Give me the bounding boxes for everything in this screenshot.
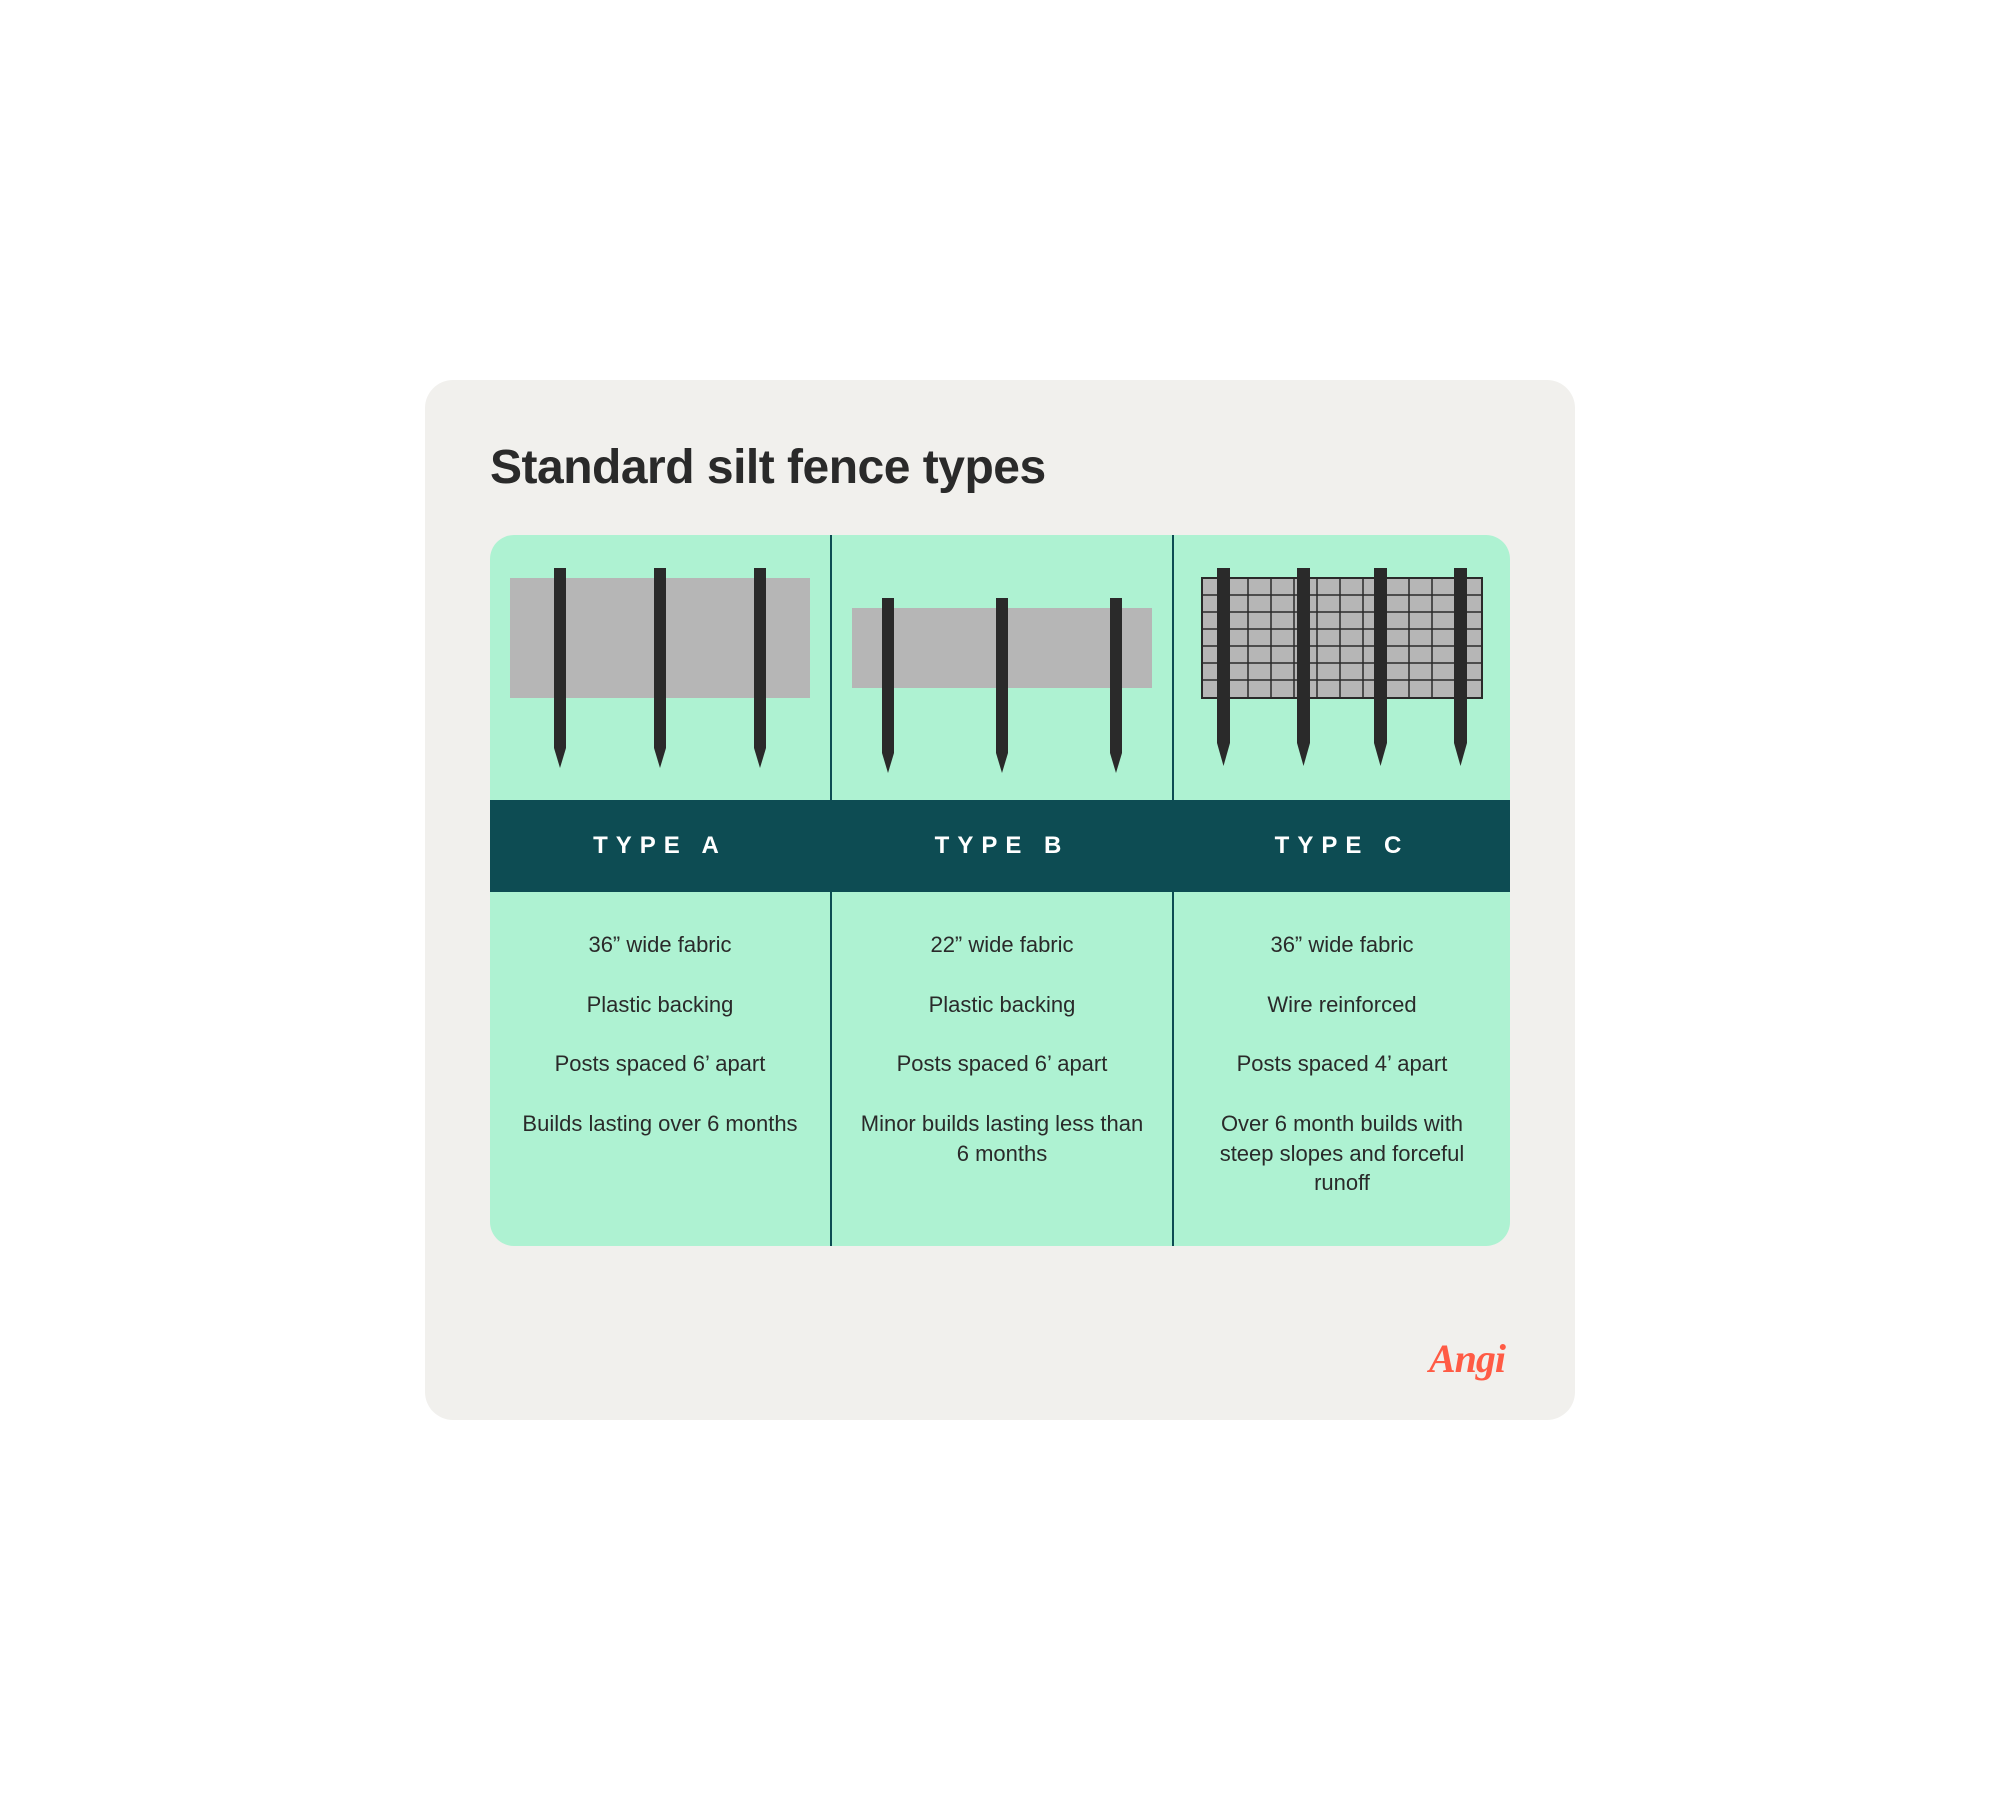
brand-logo: Angi (1429, 1335, 1505, 1382)
feature-item: 22” wide fabric (856, 930, 1148, 960)
feature-item: Minor builds lasting less than 6 months (856, 1109, 1148, 1168)
header-type-c: TYPE C (1174, 800, 1510, 892)
feature-item: Plastic backing (514, 990, 806, 1020)
illustration-type-b (832, 535, 1172, 800)
feature-item: Builds lasting over 6 months (514, 1109, 806, 1139)
feature-item: 36” wide fabric (1198, 930, 1486, 960)
fence-types-table: TYPE A 36” wide fabric Plastic backing P… (490, 535, 1510, 1246)
column-type-b: TYPE B 22” wide fabric Plastic backing P… (832, 535, 1174, 1246)
column-type-a: TYPE A 36” wide fabric Plastic backing P… (490, 535, 832, 1246)
features-type-c: 36” wide fabric Wire reinforced Posts sp… (1174, 892, 1510, 1246)
illustration-type-a (490, 535, 830, 800)
feature-item: Posts spaced 6’ apart (856, 1049, 1148, 1079)
feature-item: Wire reinforced (1198, 990, 1486, 1020)
features-type-b: 22” wide fabric Plastic backing Posts sp… (832, 892, 1172, 1246)
fence-graphic-type-b (852, 568, 1152, 778)
column-type-c: TYPE C 36” wide fabric Wire reinforced P… (1174, 535, 1510, 1246)
feature-item: Posts spaced 4’ apart (1198, 1049, 1486, 1079)
header-type-b: TYPE B (832, 800, 1172, 892)
features-type-a: 36” wide fabric Plastic backing Posts sp… (490, 892, 830, 1246)
page-title: Standard silt fence types (490, 440, 1510, 495)
fence-graphic-type-a (510, 568, 810, 778)
header-type-a: TYPE A (490, 800, 830, 892)
feature-item: Posts spaced 6’ apart (514, 1049, 806, 1079)
feature-item: Over 6 month builds with steep slopes an… (1198, 1109, 1486, 1198)
infographic-card: Standard silt fence types TYPE A 36” wid… (425, 380, 1575, 1420)
feature-item: 36” wide fabric (514, 930, 806, 960)
illustration-type-c (1174, 535, 1510, 800)
feature-item: Plastic backing (856, 990, 1148, 1020)
fence-graphic-type-c (1197, 568, 1487, 778)
